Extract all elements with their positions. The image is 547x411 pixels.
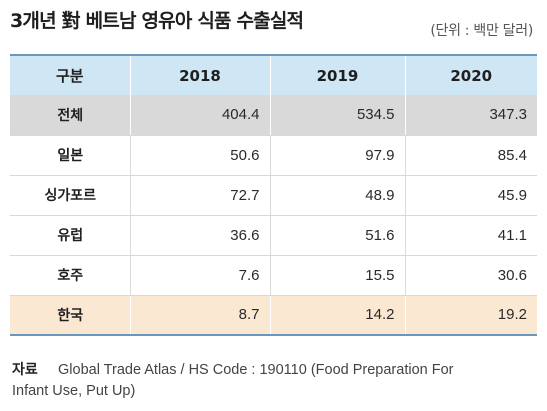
table-title: 3개년 對 베트남 영유아 식품 수출실적: [10, 10, 304, 32]
table-cell: 45.9: [404, 175, 537, 216]
column-header-2020: 2020: [404, 54, 537, 95]
row-label: 호주: [10, 255, 130, 296]
table-header-row: 구분 2018 2019 2020: [10, 54, 537, 95]
row-label: 유럽: [10, 215, 130, 256]
table-row-korea-highlight: 한국 8.7 14.2 19.2: [10, 295, 537, 336]
table-cell: 534.5: [269, 95, 405, 136]
table-cell: 19.2: [404, 295, 537, 336]
table-cell: 97.9: [269, 135, 405, 176]
table-cell: 7.6: [129, 255, 270, 296]
table-row: 유럽 36.6 51.6 41.1: [10, 215, 537, 256]
row-label: 한국: [10, 295, 130, 336]
table-cell: 14.2: [269, 295, 405, 336]
table-cell: 48.9: [269, 175, 405, 216]
table-row: 호주 7.6 15.5 30.6: [10, 255, 537, 296]
table-cell: 404.4: [129, 95, 270, 136]
row-label: 일본: [10, 135, 130, 176]
source-line-1: Global Trade Atlas / HS Code : 190110 (F…: [58, 362, 454, 378]
table-row: 일본 50.6 97.9 85.4: [10, 135, 537, 176]
table-cell: 41.1: [404, 215, 537, 256]
row-label: 전체: [10, 95, 130, 136]
source-text: Global Trade Atlas / HS Code : 190110 (F…: [12, 360, 532, 402]
table-cell: 15.5: [269, 255, 405, 296]
table-cell: 85.4: [404, 135, 537, 176]
table-row: 싱가포르 72.7 48.9 45.9: [10, 175, 537, 216]
table-cell: 36.6: [129, 215, 270, 256]
table-row-total: 전체 404.4 534.5 347.3: [10, 95, 537, 136]
table-cell: 30.6: [404, 255, 537, 296]
source-line-2: Infant Use, Put Up): [12, 383, 136, 399]
table-cell: 72.7: [129, 175, 270, 216]
column-header-category: 구분: [10, 54, 130, 95]
source-note: 자료 Global Trade Atlas / HS Code : 190110…: [12, 360, 532, 402]
export-table: 구분 2018 2019 2020 전체 404.4 534.5 347.3 일…: [10, 54, 537, 336]
row-label: 싱가포르: [10, 175, 130, 216]
table-cell: 50.6: [129, 135, 270, 176]
table-cell: 8.7: [129, 295, 270, 336]
table-cell: 51.6: [269, 215, 405, 256]
column-header-2018: 2018: [129, 54, 270, 95]
unit-note: (단위 : 백만 달러): [430, 23, 533, 39]
table-cell: 347.3: [404, 95, 537, 136]
column-header-2019: 2019: [269, 54, 405, 95]
source-label: 자료: [12, 362, 38, 378]
